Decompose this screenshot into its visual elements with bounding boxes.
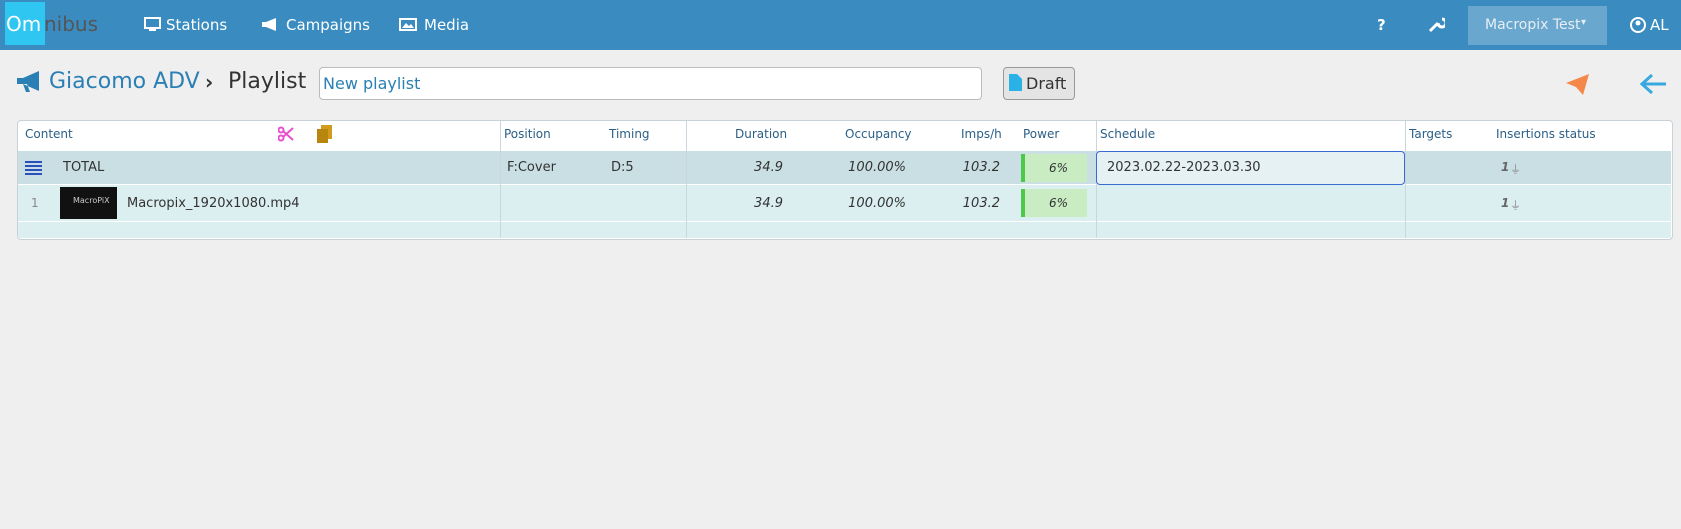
empty-row: [18, 222, 1671, 238]
header-occupancy: Occupancy: [845, 127, 912, 141]
plug-icon: ⏚: [1510, 163, 1521, 176]
item-row: [18, 185, 1671, 221]
nav-media[interactable]: Media: [424, 16, 470, 34]
campaigns-icon: [262, 18, 276, 31]
row-insertions: 1: [1501, 196, 1510, 210]
draft-icon: [1009, 74, 1022, 91]
schedule-field[interactable]: [1096, 151, 1405, 185]
row-imps: 103.2: [962, 196, 1000, 211]
total-label: TOTAL: [63, 160, 105, 175]
total-row: [18, 151, 1671, 184]
header-imps: Imps/h: [961, 127, 1002, 141]
brand-box: [5, 2, 45, 45]
breadcrumb-page: Playlist: [228, 69, 307, 94]
breadcrumb-separator: ›: [205, 70, 214, 94]
header-insertions: Insertions status: [1496, 127, 1596, 141]
header-content: Content: [25, 127, 73, 141]
total-duration: 34.9: [754, 160, 783, 175]
total-position: F:Cover: [507, 160, 556, 175]
total-imps: 103.2: [962, 160, 1000, 175]
navbar: Om nibus Stations Campaigns Media ? Macr…: [0, 0, 1681, 50]
header-position: Position: [504, 127, 551, 141]
playlist-name: New playlist: [323, 74, 421, 93]
plug-icon: ⏚: [1510, 199, 1521, 212]
caret: ▾: [1581, 17, 1587, 28]
settings-icon[interactable]: [1428, 16, 1445, 33]
nav-campaigns[interactable]: Campaigns: [286, 16, 371, 34]
total-occupancy: 100.00%: [848, 160, 906, 175]
draft-label: Draft: [1026, 74, 1067, 93]
total-power-bar: [1021, 154, 1087, 182]
header-targets: Targets: [1409, 127, 1453, 141]
row-power: 6%: [1049, 196, 1069, 210]
cut-icon[interactable]: [278, 126, 294, 142]
thumbnail: [60, 187, 117, 219]
divider: [686, 121, 687, 238]
header-duration: Duration: [735, 127, 788, 141]
copy-icon[interactable]: [317, 125, 332, 143]
divider: [1405, 121, 1406, 238]
playlist-name-input[interactable]: [319, 67, 982, 100]
row-index: 1: [31, 196, 39, 210]
send-icon[interactable]: [1565, 73, 1590, 96]
account-button[interactable]: [1468, 6, 1607, 45]
row-duration: 34.9: [754, 196, 783, 211]
header-power: Power: [1023, 127, 1060, 141]
user-icon: [1630, 17, 1646, 33]
media-icon: [399, 18, 417, 31]
thumbnail-text: MacroPiX: [73, 196, 110, 205]
header-timing: Timing: [609, 127, 650, 141]
breadcrumb-campaign[interactable]: Giacomo ADV: [49, 69, 200, 94]
brand-suffix[interactable]: nibus: [44, 12, 99, 36]
back-icon[interactable]: [1640, 73, 1667, 96]
stations-icon: [144, 17, 161, 31]
help[interactable]: ?: [1377, 16, 1386, 34]
divider: [500, 121, 501, 238]
total-power: 6%: [1049, 161, 1069, 175]
total-insertions: 1: [1501, 160, 1510, 174]
campaign-icon: [17, 71, 39, 92]
total-schedule: 2023.02.22-2023.03.30: [1107, 160, 1261, 175]
user[interactable]: AL: [1650, 16, 1669, 34]
row-power-bar: [1021, 189, 1087, 217]
nav-stations[interactable]: Stations: [166, 16, 228, 34]
row-name: Macropix_1920x1080.mp4: [127, 196, 300, 211]
brand-prefix[interactable]: Om: [6, 12, 42, 36]
header-schedule: Schedule: [1100, 127, 1156, 141]
total-timing: D:5: [611, 160, 634, 175]
menu-icon[interactable]: [25, 161, 42, 175]
row-occupancy: 100.00%: [848, 196, 906, 211]
account-name: Macropix Test: [1485, 17, 1581, 33]
